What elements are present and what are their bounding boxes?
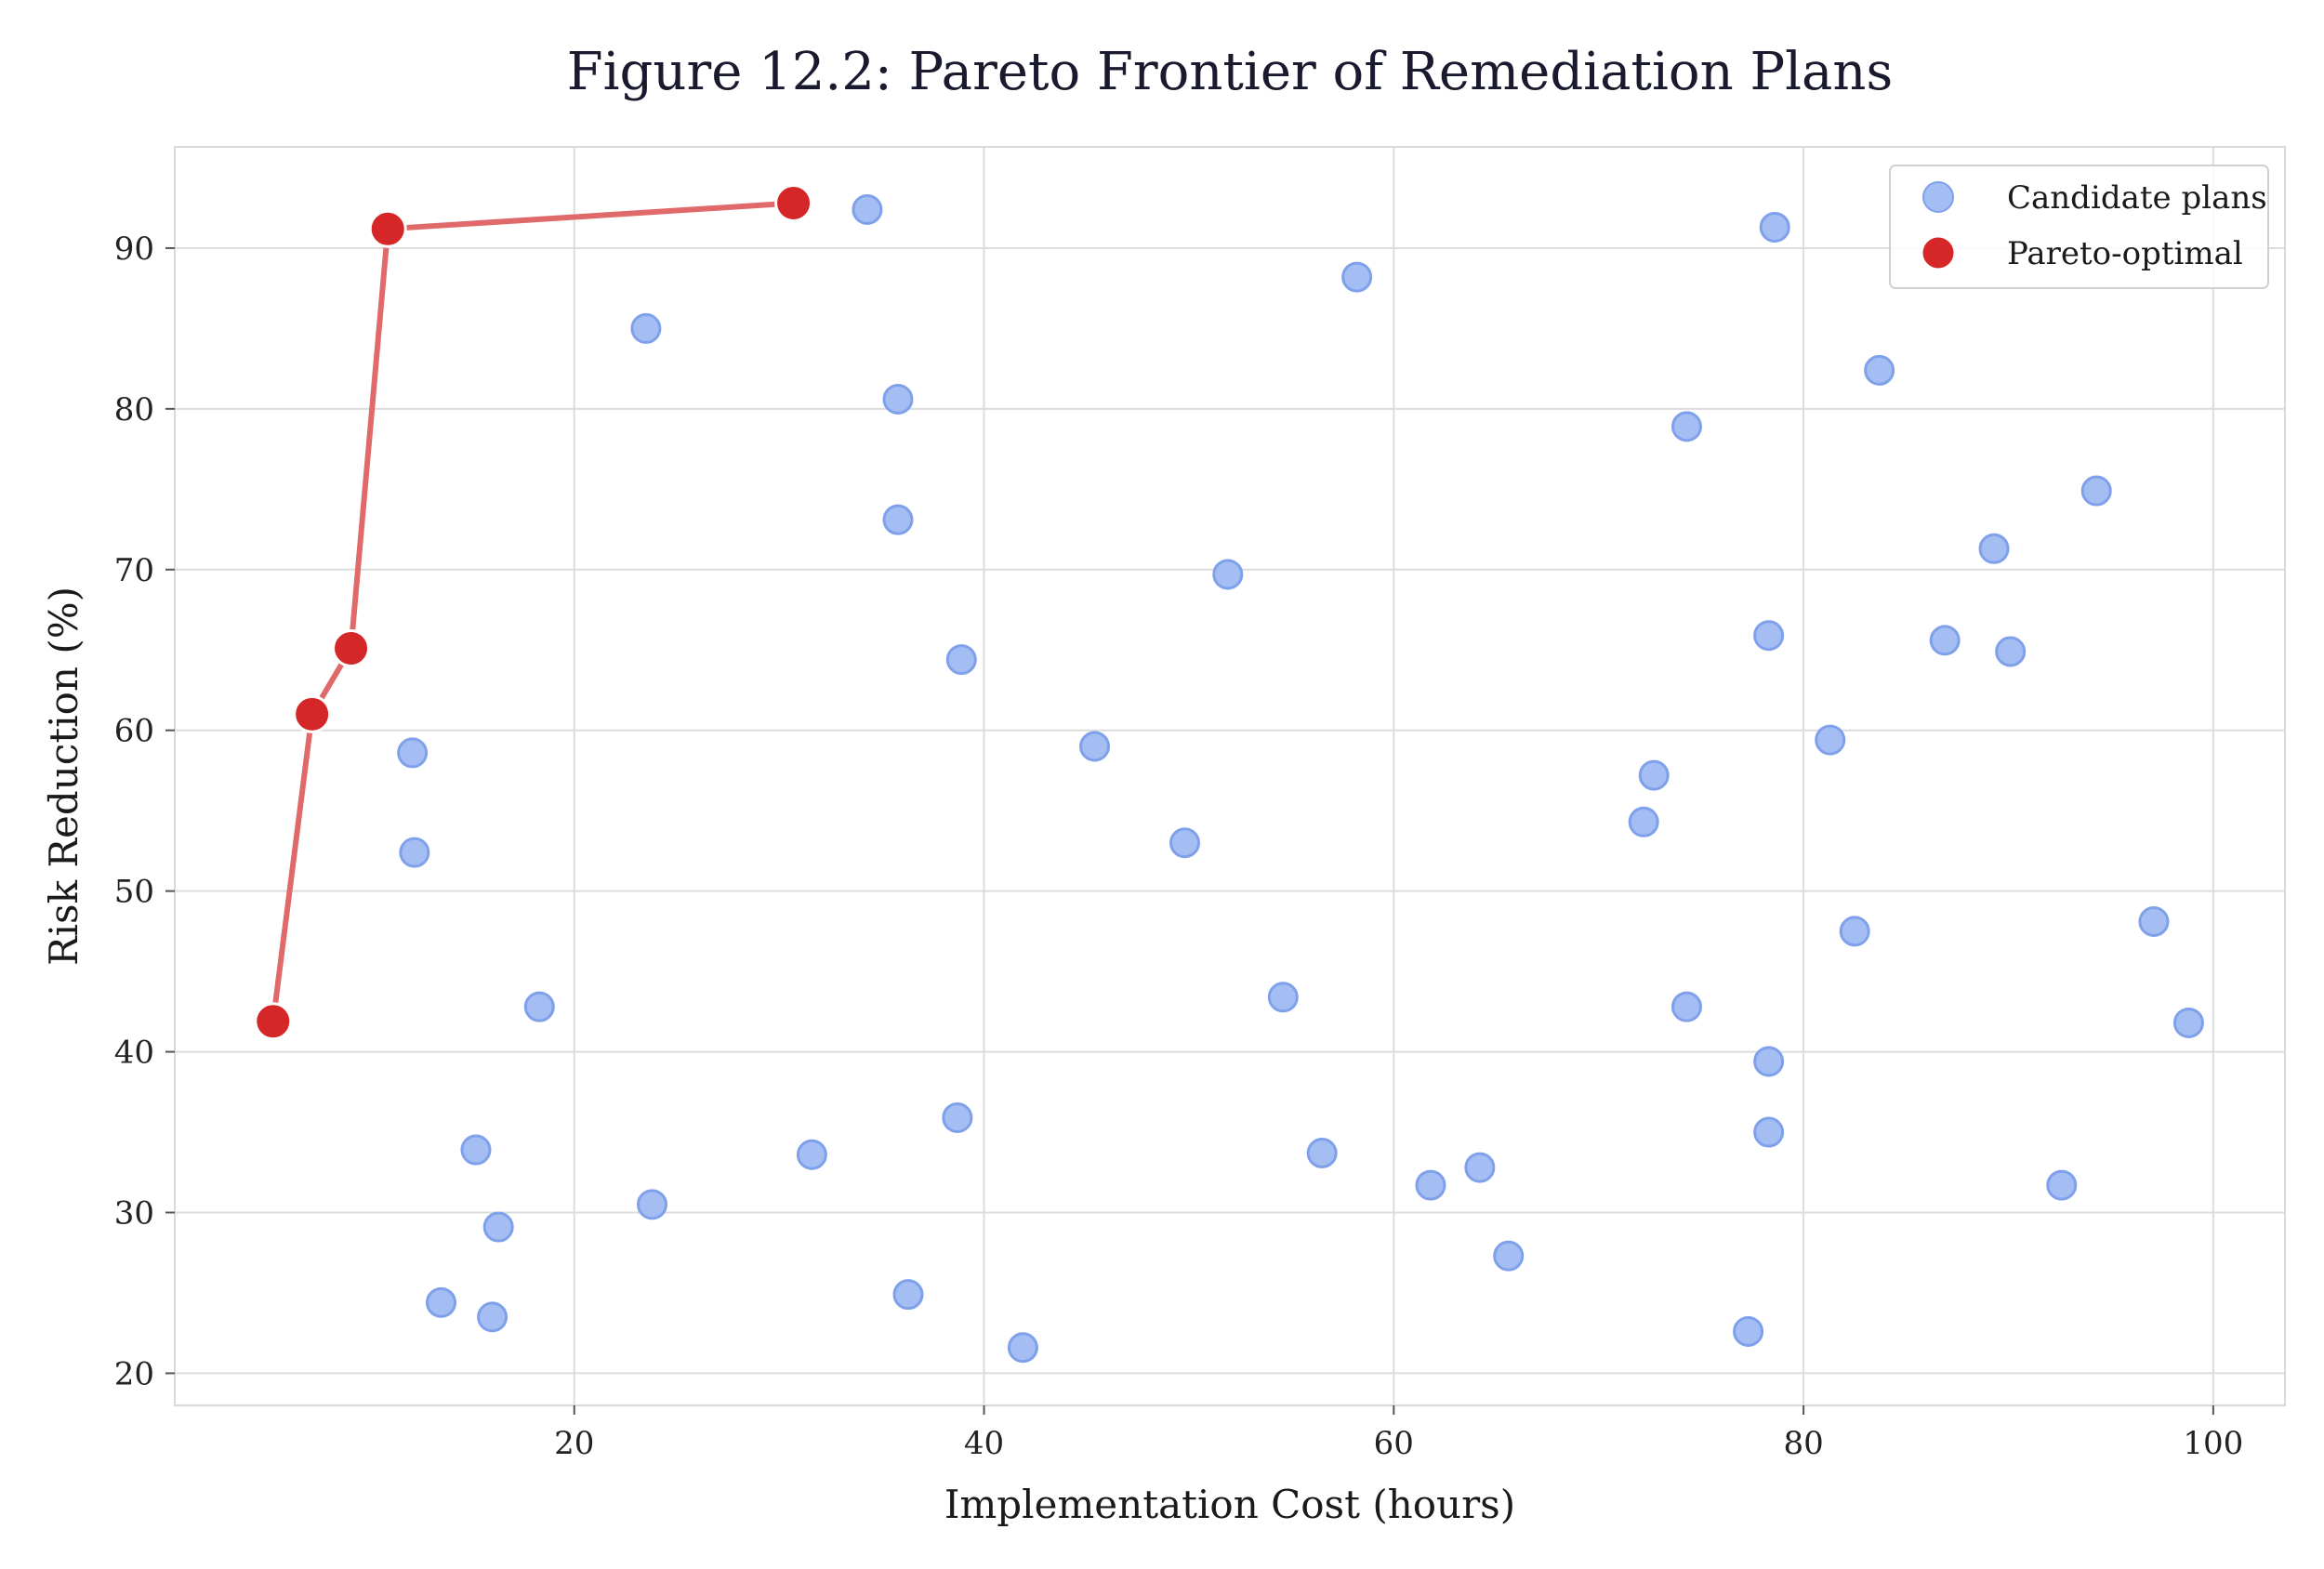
candidate-point: [2046, 1169, 2078, 1201]
candidate-point: [630, 312, 662, 344]
x-axis-label: Implementation Cost (hours): [944, 1482, 1515, 1527]
pareto-point: [293, 694, 332, 733]
y-tick-label: 70: [114, 552, 154, 589]
candidate-point: [523, 991, 555, 1022]
candidate-point: [1929, 625, 1961, 656]
candidate-point: [1753, 1046, 1785, 1077]
y-tick-label: 30: [114, 1194, 154, 1232]
y-tick-label: 50: [114, 874, 154, 911]
candidate-point: [1759, 211, 1790, 243]
candidate-point: [1464, 1152, 1496, 1183]
candidate-point: [1267, 982, 1299, 1013]
candidate-point: [1007, 1332, 1038, 1364]
candidate-point: [2172, 1007, 2204, 1038]
x-tick-label: 80: [1783, 1425, 1823, 1462]
pareto-frontier: [270, 200, 797, 1024]
candidate-point: [1638, 759, 1670, 791]
candidate-point: [426, 1286, 457, 1318]
candidate-point: [1753, 620, 1785, 652]
candidate-point: [892, 1279, 924, 1311]
candidate-point: [1306, 1138, 1338, 1169]
legend-marker-candidate: [1922, 181, 1954, 213]
candidate-point: [1212, 559, 1244, 590]
candidate-point: [1079, 731, 1111, 762]
x-tick-label: 60: [1374, 1425, 1414, 1462]
pareto-point: [254, 1002, 293, 1041]
chart-title: Figure 12.2: Pareto Frontier of Remediat…: [567, 42, 1893, 102]
candidate-point: [1628, 806, 1659, 837]
candidate-point: [1839, 916, 1870, 947]
candidate-point: [1995, 636, 2027, 667]
candidate-point: [1733, 1315, 1764, 1347]
y-axis-label: Risk Reduction (%): [41, 587, 86, 966]
candidate-point: [482, 1211, 514, 1243]
candidate-point: [2080, 475, 2112, 507]
y-tick-label: 90: [114, 231, 154, 268]
candidate-point: [1493, 1240, 1525, 1272]
candidate-point: [1341, 261, 1373, 293]
legend-marker-pareto: [1920, 234, 1957, 271]
y-tick-label: 60: [114, 713, 154, 750]
x-tick-label: 40: [964, 1425, 1004, 1462]
pareto-points: [254, 184, 813, 1041]
pareto-point: [774, 184, 813, 223]
y-tick-label: 40: [114, 1035, 154, 1072]
candidate-point: [1815, 724, 1846, 756]
candidate-point: [1864, 354, 1895, 386]
legend-label-candidate: Candidate plans: [2007, 179, 2267, 217]
candidate-point: [796, 1139, 827, 1170]
legend: Candidate plans Pareto-optimal: [1889, 165, 2269, 289]
y-tick-label: 20: [114, 1355, 154, 1392]
candidate-point: [637, 1189, 668, 1220]
x-tick-label: 100: [2183, 1425, 2243, 1462]
y-tick-label: 80: [114, 391, 154, 429]
legend-label-pareto: Pareto-optimal: [2007, 235, 2243, 272]
candidate-point: [942, 1101, 973, 1133]
pareto-point: [332, 629, 371, 668]
candidate-point: [399, 837, 430, 868]
candidate-point: [1670, 991, 1702, 1022]
candidate-point: [1753, 1116, 1785, 1148]
candidate-point: [1169, 827, 1201, 859]
candidate-point: [1415, 1169, 1446, 1201]
candidate-point: [882, 383, 914, 415]
candidate-point: [945, 644, 977, 676]
x-tick-label: 20: [554, 1425, 594, 1462]
pareto-point: [368, 209, 407, 248]
candidate-point: [2138, 905, 2170, 937]
candidate-point: [477, 1301, 508, 1333]
frontier-line: [270, 200, 797, 1024]
candidate-point: [882, 504, 914, 535]
candidate-point: [852, 193, 883, 225]
candidate-points: [397, 193, 2204, 1364]
legend-box: [1889, 165, 2269, 289]
candidate-point: [1670, 411, 1702, 442]
candidate-point: [1978, 533, 2010, 564]
plot-frame: [174, 146, 2286, 1406]
axis-ticks: 20 40 60 80 100 20 30 40 50 60 70 80 90: [114, 231, 2244, 1462]
candidate-point: [460, 1134, 492, 1166]
candidate-point: [397, 737, 429, 769]
